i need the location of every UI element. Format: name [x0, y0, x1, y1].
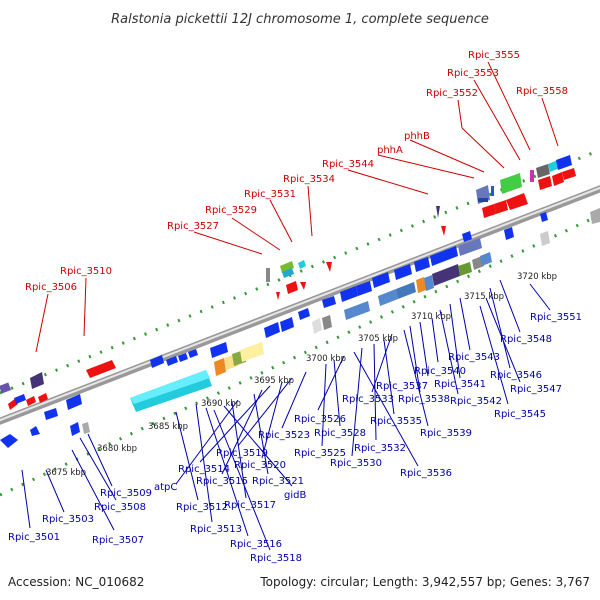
- gene-label: Rpic_3506: [25, 282, 77, 293]
- kbp-label: 3710 kbp: [411, 312, 451, 322]
- gene-label: Rpic_3540: [414, 366, 466, 377]
- gene-label: phhB: [404, 131, 430, 142]
- kbp-label: 3685 kbp: [148, 422, 188, 432]
- gene-label: Rpic_3530: [330, 458, 382, 469]
- gene-label: Rpic_3533: [342, 394, 394, 405]
- gene-label: Rpic_3531: [244, 189, 296, 200]
- kbp-label: 3715 kbp: [464, 292, 504, 302]
- topology-text: Topology: circular; Length: 3,942,557 bp…: [259, 575, 590, 589]
- gene-label: Rpic_3544: [322, 159, 374, 170]
- gene-label: Rpic_3534: [283, 174, 335, 185]
- kbp-label: 3700 kbp: [306, 354, 346, 364]
- gene-label: Rpic_3536: [400, 468, 452, 479]
- gene-label: Rpic_3558: [516, 86, 568, 97]
- accession-text: Accession: NC_010682: [8, 575, 144, 589]
- top-leader-lines: [35, 61, 559, 353]
- gene-label: Rpic_3553: [447, 68, 499, 79]
- gene-label: Rpic_3546: [490, 370, 542, 381]
- gene-label: Rpic_3503: [42, 514, 94, 525]
- gene-label: Rpic_3507: [92, 535, 144, 546]
- gene-label: Rpic_3512: [176, 502, 228, 513]
- gene-label: Rpic_3523: [258, 430, 310, 441]
- gene-label: Rpic_3501: [8, 532, 60, 543]
- gene-label: Rpic_3551: [530, 312, 582, 323]
- reverse-genes: [0, 208, 600, 448]
- top-gene-labels: Rpic_3555 Rpic_3553 Rpic_3552 Rpic_3558 …: [25, 50, 568, 293]
- gene-label: Rpic_3518: [250, 553, 302, 564]
- gene-label: Rpic_3520: [234, 460, 286, 471]
- gene-label: Rpic_3527: [167, 221, 219, 232]
- gene-label: Rpic_3525: [294, 448, 346, 459]
- gene-label: Rpic_3537: [376, 381, 428, 392]
- gene-label: Rpic_3547: [510, 384, 562, 395]
- gene-label: Rpic_3519: [216, 448, 268, 459]
- gene-label: Rpic_3510: [60, 266, 112, 277]
- kbp-label: 3705 kbp: [358, 334, 398, 344]
- gene-label: Rpic_3521: [252, 476, 304, 487]
- gene-label: Rpic_3552: [426, 88, 478, 99]
- bottom-leader-lines: [21, 279, 551, 551]
- gene-label: Rpic_3514: [178, 464, 230, 475]
- kbp-label: 3675 kbp: [46, 468, 86, 478]
- bottom-gene-labels: Rpic_3551 Rpic_3548 Rpic_3546 Rpic_3547 …: [8, 312, 582, 564]
- gene-label: Rpic_3526: [294, 414, 346, 425]
- kbp-label: 3680 kbp: [97, 444, 137, 454]
- gene-label: atpC: [154, 482, 177, 493]
- gene-label: Rpic_3515: [196, 476, 248, 487]
- gene-label: Rpic_3545: [494, 409, 546, 420]
- kbp-labels: 3675 kbp 3680 kbp 3685 kbp 3690 kbp 3695…: [46, 272, 557, 478]
- gene-label: gidB: [284, 490, 306, 501]
- forward-genes: [0, 155, 576, 410]
- kbp-label: 3720 kbp: [517, 272, 557, 282]
- kbp-label: 3695 kbp: [254, 376, 294, 386]
- map-title: Ralstonia pickettii 12J chromosome 1, co…: [111, 12, 489, 27]
- gene-label: Rpic_3543: [448, 352, 500, 363]
- gene-label: Rpic_3516: [230, 539, 282, 550]
- gene-label: Rpic_3529: [205, 205, 257, 216]
- gene-label: Rpic_3538: [398, 394, 450, 405]
- kbp-label: 3690 kbp: [201, 399, 241, 409]
- gene-label: Rpic_3535: [370, 416, 422, 427]
- gene-label: Rpic_3542: [450, 396, 502, 407]
- gene-label: Rpic_3548: [500, 334, 552, 345]
- gene-label: Rpic_3509: [100, 488, 152, 499]
- gene-label: Rpic_3532: [354, 443, 406, 454]
- gene-label: Rpic_3528: [314, 428, 366, 439]
- gene-label: Rpic_3539: [420, 428, 472, 439]
- gene-label: Rpic_3541: [434, 379, 486, 390]
- gene-label: Rpic_3555: [468, 50, 520, 61]
- gene-label: Rpic_3517: [224, 500, 276, 511]
- gene-label: phhA: [377, 145, 403, 156]
- gene-label: Rpic_3508: [94, 502, 146, 513]
- gene-label: Rpic_3513: [190, 524, 242, 535]
